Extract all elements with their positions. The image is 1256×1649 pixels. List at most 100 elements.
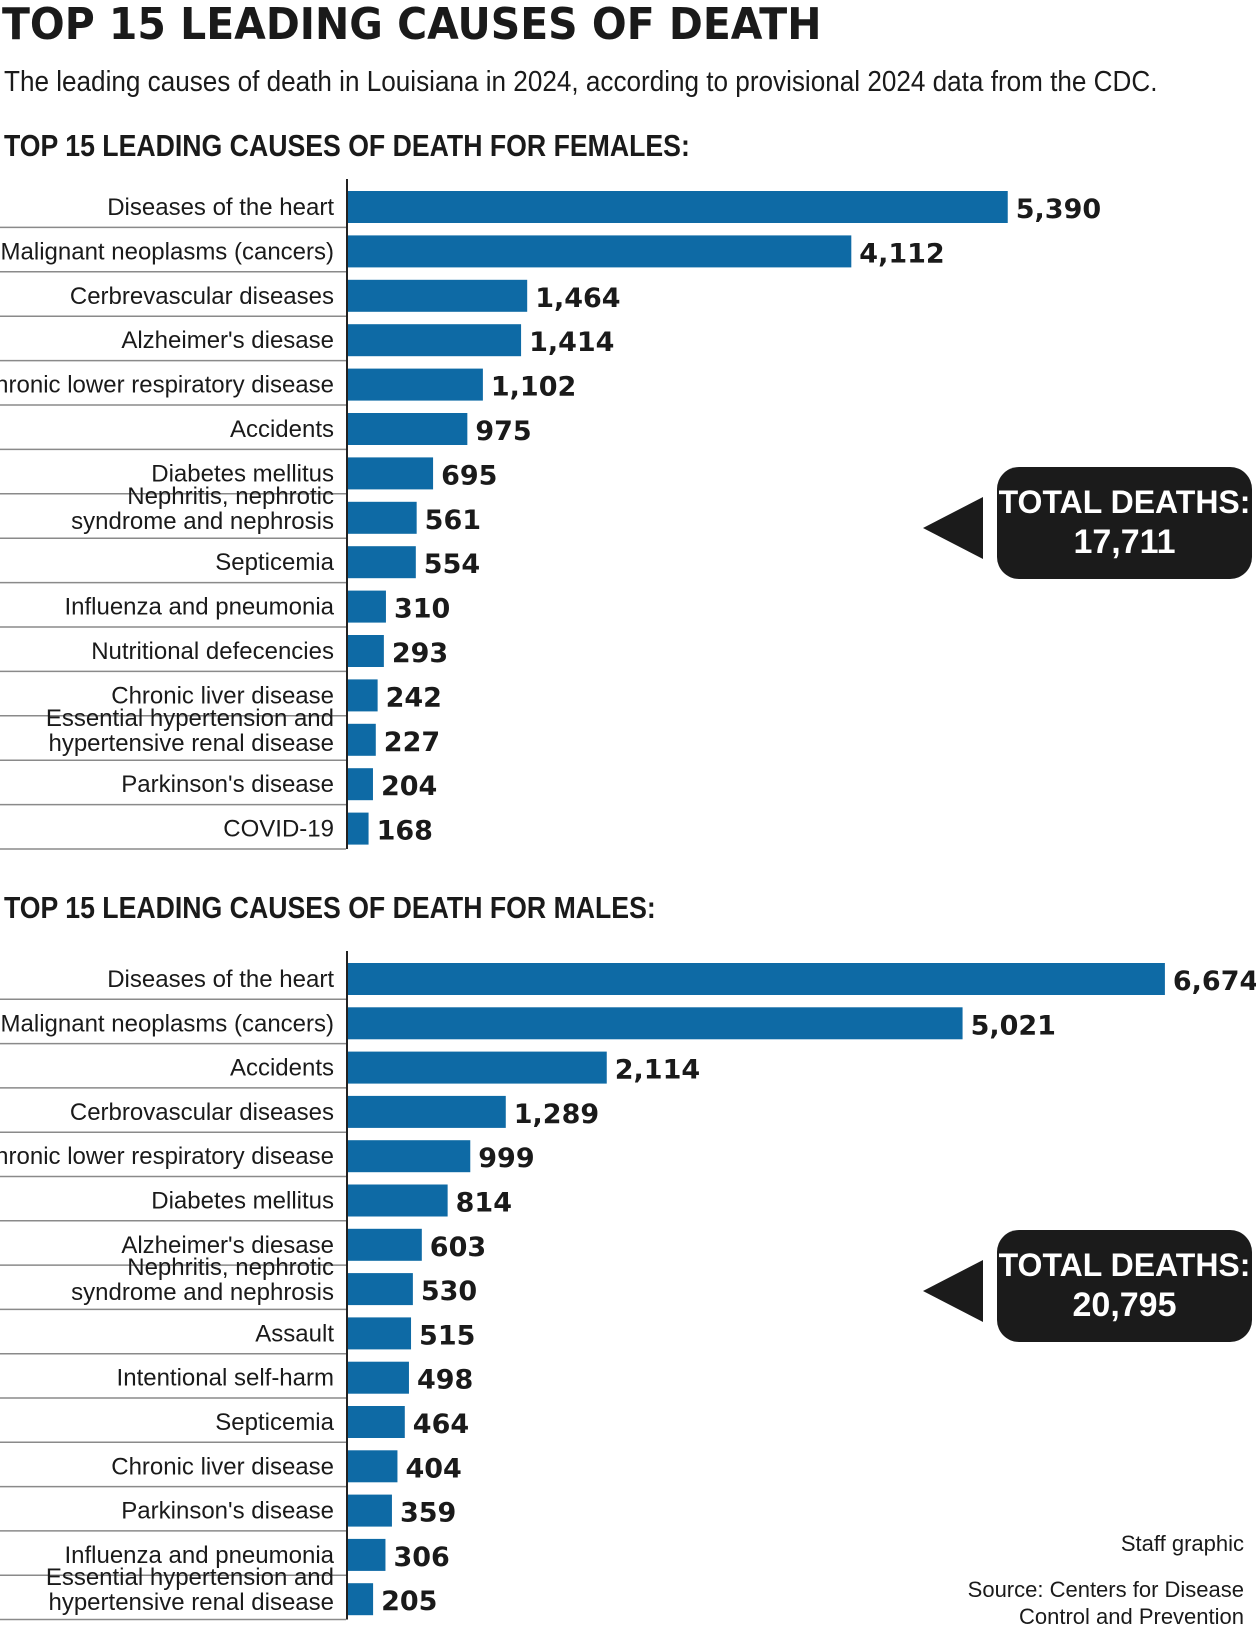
males-bar [348,1228,422,1261]
females-category-label: Chronic liver disease [111,682,334,709]
page-subtitle: The leading causes of death in Louisiana… [4,66,1158,98]
males-category-label: Diabetes mellitus [151,1188,334,1215]
females-value-label: 293 [392,638,448,669]
males-value-label: 404 [405,1453,461,1484]
males-value-label: 1,289 [514,1099,599,1130]
males-bar [348,1538,386,1571]
females-chart-title: TOP 15 LEADING CAUSES OF DEATH FOR FEMAL… [4,128,690,163]
males-bar [348,963,1165,995]
females-total-value: 17,711 [1073,523,1176,561]
males-category-label: Parkinson's disease [121,1498,334,1525]
males-category-label: Chronic liver disease [111,1453,334,1480]
source-credit: Source: Centers for Disease Control and … [968,1576,1244,1630]
females-category-label: Parkinson's disease [121,771,334,798]
males-bar [348,1406,405,1438]
males-value-label: 5,021 [971,1010,1056,1041]
females-value-label: 1,414 [529,327,614,358]
females-category-label: Alzheimer's diesase [121,327,334,354]
females-category-label: Essential hypertension and hypertensive r… [46,705,334,757]
males-value-label: 464 [413,1409,469,1440]
males-bar [348,1273,413,1306]
females-bar [348,812,369,845]
females-value-label: 310 [394,594,450,625]
males-chart-title: TOP 15 LEADING CAUSES OF DEATH FOR MALES… [4,890,656,925]
females-bar [348,546,416,579]
females-value-label: 695 [441,460,497,491]
males-bar [348,1494,392,1527]
females-category-label: Accidents [230,416,334,443]
males-value-label: 530 [421,1276,477,1307]
males-bar [348,1583,374,1616]
males-value-label: 205 [381,1586,437,1617]
males-value-label: 306 [393,1542,449,1573]
females-bar [348,279,528,312]
males-value-label: 999 [478,1143,534,1174]
males-bar [348,1095,506,1128]
page-title: TOP 15 LEADING CAUSES OF DEATH [2,0,822,50]
females-bar [348,723,376,756]
females-bar [348,635,384,667]
males-bar [348,1184,448,1217]
males-category-label: Septicemia [215,1409,334,1436]
females-total-deaths-callout: TOTAL DEATHS: 17,711 [997,467,1252,579]
source-line-1: Source: Centers for Disease [967,1577,1244,1602]
males-category-label: Influenza and pneumonia [64,1542,334,1569]
males-bar [348,1140,471,1173]
females-value-label: 227 [384,727,440,758]
females-value-label: 1,464 [535,283,620,314]
females-category-label: Diabetes mellitus [151,460,334,487]
males-category-label: Intentional self-harm [117,1365,334,1392]
females-value-label: 242 [386,682,442,713]
males-category-label: Diseases of the heart [107,966,334,993]
males-value-label: 2,114 [615,1055,700,1086]
females-value-label: 561 [425,505,481,536]
females-value-label: 554 [424,549,480,580]
males-total-label: TOTAL DEATHS: [998,1247,1251,1283]
males-category-label: Essential hypertension and hypertensive r… [46,1564,334,1616]
females-value-label: 5,390 [1016,194,1101,225]
males-bar [348,1051,607,1084]
males-value-label: 6,674 [1173,966,1256,997]
source-line-2: Control and Prevention [1018,1604,1244,1629]
females-category-label: Septicemia [215,549,334,576]
males-category-label: Nephritis, nephrotic syndrome and nephros… [71,1254,334,1306]
males-value-label: 603 [430,1232,486,1263]
females-bar [348,768,373,801]
males-category-label: Alzheimer's diesase [121,1232,334,1259]
females-category-label: Nutritional defecencies [91,638,334,665]
males-category-label: Assault [255,1320,334,1347]
males-value-label: 515 [419,1320,475,1351]
males-category-label: Accidents [230,1055,334,1082]
females-bar [348,324,522,357]
males-callout-arrow-icon [923,1260,983,1322]
females-bar [348,501,417,534]
females-value-label: 975 [475,416,531,447]
males-category-label: Chronic lower respiratory disease [0,1143,334,1170]
females-category-label: COVID-19 [223,816,334,843]
females-bar [348,235,852,268]
females-category-label: Diseases of the heart [107,194,334,221]
males-bar [348,1450,398,1483]
staff-credit: Staff graphic [1120,1531,1244,1556]
females-category-label: Cerbrevascular diseases [70,283,334,310]
females-bar [348,679,378,712]
females-bar [348,191,1008,223]
males-total-value: 20,795 [1072,1286,1177,1324]
females-category-label: Nephritis, nephrotic syndrome and nephros… [71,483,334,535]
males-category-label: Malignant neoplasms (cancers) [1,1010,334,1037]
males-total-deaths-callout: TOTAL DEATHS: 20,795 [997,1230,1252,1342]
females-bar [348,590,386,623]
males-value-label: 814 [456,1188,512,1219]
females-bar [348,413,468,445]
females-callout-arrow-icon [923,497,983,559]
males-value-label: 498 [417,1365,473,1396]
males-value-label: 359 [400,1498,456,1529]
females-value-label: 204 [381,771,437,802]
females-category-label: Influenza and pneumonia [64,594,334,621]
males-bar [348,1007,963,1040]
females-category-label: Chronic lower respiratory disease [0,372,334,399]
males-category-label: Cerbrovascular diseases [70,1099,334,1126]
females-value-label: 168 [377,816,433,847]
females-value-label: 4,112 [859,238,944,269]
